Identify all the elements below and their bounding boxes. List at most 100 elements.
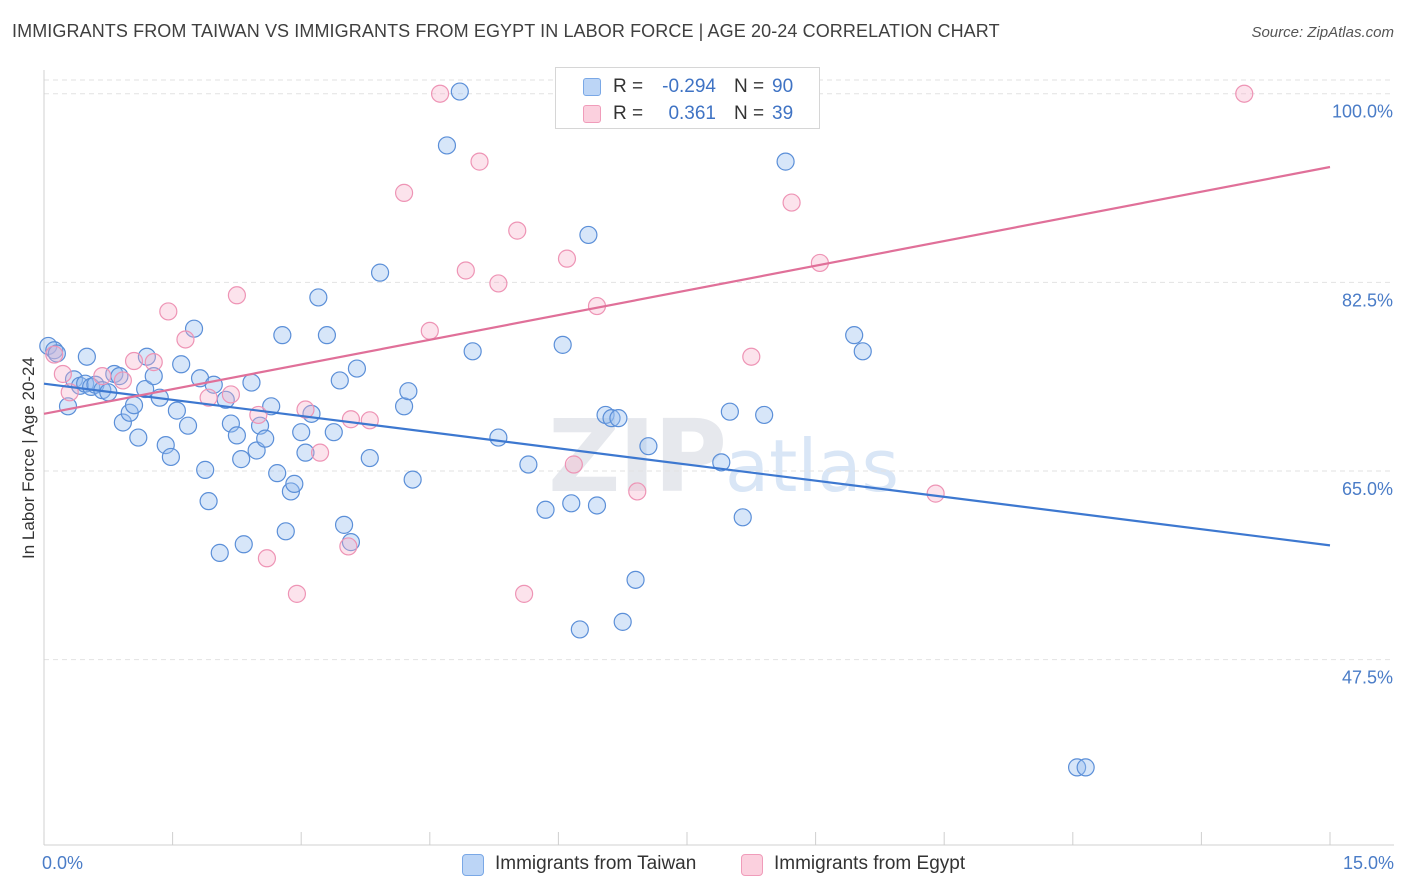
trend-lines (43, 165, 1331, 547)
taiwan-point (553, 335, 572, 354)
egypt-point (515, 584, 534, 603)
taiwan-point (450, 82, 469, 101)
taiwan-point (602, 409, 621, 428)
taiwan-point (570, 620, 589, 639)
taiwan-point (733, 508, 752, 527)
x-tick-label-min: 0.0% (42, 853, 83, 873)
egypt-n-value: 39 (772, 103, 794, 124)
egypt-point (144, 353, 163, 372)
egypt-point (53, 364, 72, 384)
taiwan-point (712, 453, 731, 472)
taiwan-point (196, 460, 215, 479)
taiwan-point (45, 341, 64, 360)
taiwan-point (113, 413, 132, 432)
taiwan-r-value: -0.294 (662, 76, 716, 97)
taiwan-point (755, 405, 774, 425)
taiwan-point (172, 355, 191, 374)
taiwan-point (613, 612, 632, 631)
taiwan-point (256, 429, 275, 448)
y-tick-label: 100.0% (1332, 102, 1393, 122)
taiwan-point (262, 397, 281, 416)
egypt-point (176, 330, 195, 349)
taiwan-point (309, 288, 328, 307)
taiwan-point (156, 436, 175, 455)
taiwan-point (639, 437, 658, 456)
egypt-r-value: 0.361 (668, 103, 716, 124)
taiwan-point (330, 371, 349, 390)
egypt-points (45, 84, 1254, 603)
egypt-legend-label: Immigrants from Egypt (774, 853, 966, 874)
taiwan-point (360, 448, 379, 468)
egypt-legend-swatch (741, 854, 763, 876)
egypt-point (227, 286, 246, 305)
egypt-point (394, 183, 414, 202)
y-tick-labels: 47.5% 65.0% 82.5% 100.0% (1332, 102, 1393, 688)
taiwan-point (129, 428, 148, 447)
taiwan-point (227, 426, 246, 445)
taiwan-point (77, 347, 96, 366)
taiwan-n-value: 90 (772, 76, 794, 97)
egypt-point (557, 249, 577, 268)
taiwan-point (242, 373, 261, 392)
egypt-point (159, 302, 178, 321)
egypt-point (564, 455, 583, 474)
taiwan-point (273, 326, 292, 345)
egypt-point (339, 537, 358, 556)
egypt-point (310, 443, 330, 462)
egypt-point (199, 388, 218, 407)
legend-row-taiwan: R = -0.294 N = 90 (556, 73, 821, 101)
taiwan-point (853, 342, 872, 361)
taiwan-point (403, 470, 422, 489)
taiwan-point (1076, 758, 1095, 777)
taiwan-point (489, 428, 508, 447)
taiwan-point (463, 342, 482, 361)
egypt-point (926, 484, 945, 503)
y-tick-label: 82.5% (1342, 290, 1393, 310)
taiwan-point (210, 543, 229, 562)
taiwan-point (370, 263, 390, 282)
axes (43, 70, 1394, 846)
taiwan-point (579, 225, 598, 245)
taiwan-point (394, 397, 414, 416)
taiwan-trend-line (43, 382, 1331, 547)
y-axis-label: In Labor Force | Age 20-24 (19, 357, 38, 559)
egypt-point (257, 549, 277, 568)
taiwan-point (334, 515, 354, 534)
egypt-point (628, 482, 647, 501)
egypt-point (782, 193, 801, 212)
x-tick-label-max: 15.0% (1343, 853, 1394, 873)
correlation-legend: R = -0.294 N = 90 R = 0.361 N = 39 (555, 67, 820, 129)
taiwan-point (609, 409, 628, 428)
egypt-r-label: R = (613, 103, 644, 124)
egypt-trend-line (43, 165, 1331, 415)
egypt-point (93, 367, 112, 386)
egypt-point (508, 221, 527, 240)
taiwan-point (317, 326, 337, 345)
source-label: Source: ZipAtlas.com (1251, 24, 1394, 41)
taiwan-point (124, 396, 144, 415)
taiwan-point (199, 492, 218, 511)
egypt-point (45, 345, 64, 364)
egypt-point (341, 410, 361, 429)
taiwan-point (776, 152, 795, 171)
egypt-n-label: N = (734, 103, 765, 124)
taiwan-point (519, 455, 538, 474)
taiwan-swatch (583, 78, 601, 96)
taiwan-point (144, 367, 163, 386)
taiwan-points (39, 82, 1095, 777)
taiwan-point (161, 447, 180, 467)
egypt-point (221, 385, 240, 404)
taiwan-point (437, 136, 457, 155)
taiwan-point (347, 359, 367, 378)
egypt-point (113, 371, 132, 390)
taiwan-point (536, 500, 555, 519)
egypt-point (430, 84, 450, 103)
taiwan-point (234, 535, 253, 554)
egypt-point (470, 152, 489, 171)
chart-title: IMMIGRANTS FROM TAIWAN VS IMMIGRANTS FRO… (12, 21, 1000, 41)
taiwan-point (178, 416, 198, 435)
taiwan-point (292, 423, 311, 442)
egypt-point (296, 400, 315, 419)
taiwan-legend-label: Immigrants from Taiwan (495, 853, 697, 874)
